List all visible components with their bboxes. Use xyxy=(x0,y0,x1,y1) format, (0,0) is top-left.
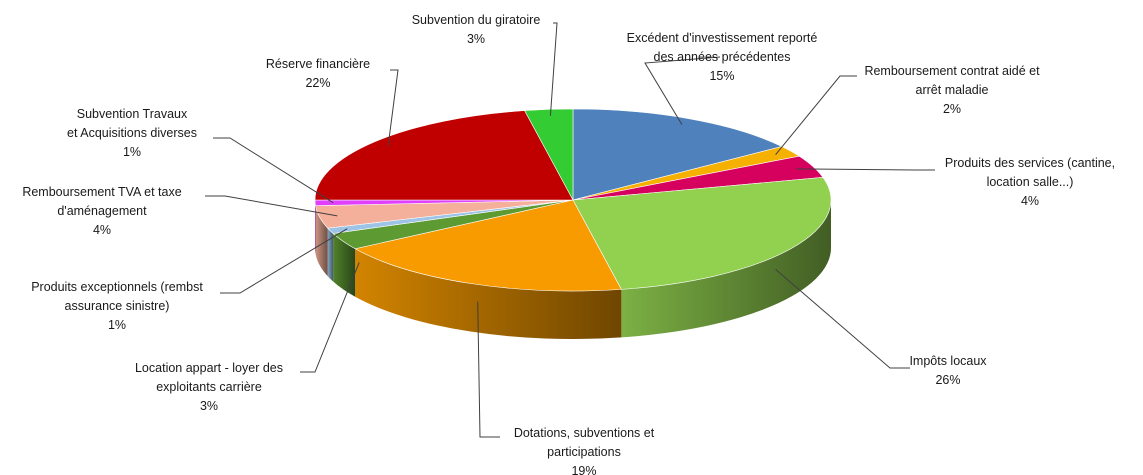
slice-label: Subvention Travaux et Acquisitions divers… xyxy=(67,107,197,159)
slice-label: Impôts locaux 26% xyxy=(909,354,987,387)
slice-label: Dotations, subventions et participations 1… xyxy=(514,426,655,475)
slice-label: Produits exceptionnels (rembst assurance … xyxy=(31,280,203,332)
leader-line xyxy=(644,56,721,125)
leader-line xyxy=(775,268,910,369)
leader-line xyxy=(775,75,857,155)
leader-line xyxy=(796,168,935,171)
slice-label: Réserve financière 22% xyxy=(266,57,370,90)
slice-label: Produits des services (cantine, location … xyxy=(945,156,1115,208)
slice-percent: 4% xyxy=(1021,194,1039,208)
slice-percent: 19% xyxy=(571,464,596,475)
leader-lines xyxy=(205,22,935,438)
slice-side xyxy=(327,228,334,282)
pie-slice xyxy=(524,108,574,201)
slice-label: Excédent d'investissement reporté des ann… xyxy=(627,31,818,83)
slice-label: Location appart - loyer des exploitants c… xyxy=(135,361,283,413)
slice-side xyxy=(333,233,356,297)
slice-side xyxy=(315,200,316,254)
slice-side xyxy=(621,200,831,338)
slice-side xyxy=(355,248,622,340)
slice-percent: 3% xyxy=(467,32,485,46)
slice-percent: 2% xyxy=(943,102,961,116)
pie-slice xyxy=(572,108,783,201)
leader-line xyxy=(477,301,500,438)
leader-line xyxy=(213,137,334,204)
slice-percent: 4% xyxy=(93,223,111,237)
leader-line xyxy=(549,22,558,116)
slice-side xyxy=(315,205,328,277)
pie-slice xyxy=(354,199,622,292)
pie-slice xyxy=(314,110,574,201)
pie-top xyxy=(314,108,832,292)
leader-line xyxy=(387,69,399,147)
leader-line xyxy=(205,195,338,217)
slice-percent: 1% xyxy=(123,145,141,159)
slice-label: Subvention du giratoire 3% xyxy=(412,13,541,46)
slice-percent: 22% xyxy=(305,76,330,90)
slice-label: Remboursement TVA et taxe d'aménagement 4% xyxy=(22,185,181,237)
leader-line xyxy=(300,262,360,373)
pie-slice xyxy=(572,177,832,290)
slice-percent: 15% xyxy=(709,69,734,83)
slice-label: Remboursement contrat aidé et arrêt malad… xyxy=(864,64,1040,116)
leader-line xyxy=(220,228,348,294)
pie-depth xyxy=(315,200,831,340)
slice-percent: 1% xyxy=(108,318,126,332)
slice-percent: 3% xyxy=(200,399,218,413)
slice-percent: 26% xyxy=(935,373,960,387)
data-labels: Excédent d'investissement reporté des ann… xyxy=(22,13,1115,475)
